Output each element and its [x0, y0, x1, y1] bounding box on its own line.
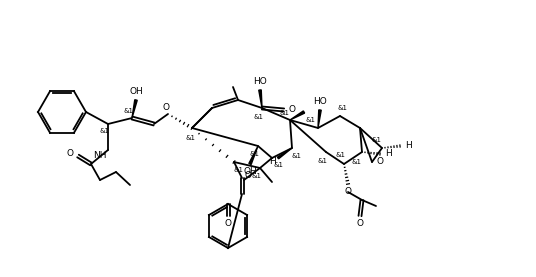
Text: &1: &1	[291, 153, 301, 159]
Text: &1: &1	[371, 137, 381, 143]
Text: &1: &1	[251, 173, 261, 179]
Text: &1: &1	[305, 117, 315, 123]
Polygon shape	[318, 110, 321, 128]
Text: H: H	[269, 158, 276, 166]
Text: NH: NH	[93, 150, 107, 160]
Text: O: O	[345, 188, 352, 196]
Polygon shape	[290, 111, 304, 120]
Text: &1: &1	[351, 159, 361, 165]
Text: O: O	[225, 219, 232, 229]
Text: O: O	[356, 219, 363, 229]
Text: &1: &1	[233, 167, 243, 173]
Text: &1: &1	[99, 128, 109, 134]
Text: &1: &1	[337, 105, 347, 111]
Text: &1: &1	[249, 151, 259, 157]
Polygon shape	[259, 90, 262, 108]
Text: H: H	[385, 150, 391, 158]
Text: O: O	[376, 158, 383, 166]
Text: &1: &1	[273, 162, 283, 168]
Text: HO: HO	[253, 78, 267, 86]
Text: OH: OH	[243, 168, 257, 176]
Text: &1: &1	[279, 110, 289, 116]
Polygon shape	[278, 148, 292, 159]
Polygon shape	[132, 100, 137, 118]
Text: O: O	[288, 106, 295, 114]
Text: HO: HO	[313, 98, 327, 106]
Text: &1: &1	[317, 158, 327, 164]
Text: &1: &1	[253, 114, 263, 120]
Text: OH: OH	[129, 88, 143, 96]
Text: &1: &1	[123, 108, 133, 114]
Text: O: O	[162, 102, 169, 112]
Text: &1: &1	[185, 135, 195, 141]
Text: &1: &1	[335, 152, 345, 158]
Polygon shape	[249, 146, 258, 165]
Text: O: O	[244, 171, 251, 181]
Text: O: O	[66, 148, 73, 158]
Text: H: H	[405, 142, 411, 150]
